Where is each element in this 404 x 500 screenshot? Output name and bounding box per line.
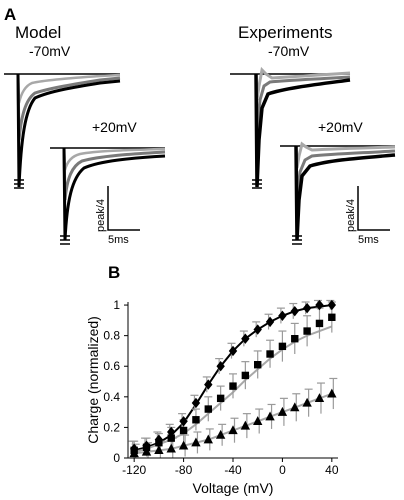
x-tick-label: 0 — [279, 463, 286, 477]
data-point-diamond — [290, 305, 299, 317]
data-point-square — [167, 434, 175, 442]
data-point-square — [204, 405, 212, 413]
model-vhold-high-label: +20mV — [92, 119, 137, 135]
data-point-triangle — [253, 416, 263, 425]
data-point-diamond — [191, 397, 201, 409]
exp-vhold-low-label: -70mV — [268, 43, 310, 59]
model-scale-y-label: peak/4 — [95, 199, 107, 232]
data-point-square — [303, 327, 311, 335]
data-point-square — [216, 394, 225, 403]
model-vhold-low-label: -70mV — [29, 43, 71, 59]
data-point-triangle — [203, 434, 213, 444]
data-point-square — [229, 382, 237, 390]
exp-scale-bar — [357, 186, 390, 231]
y-axis-label: Charge (normalized) — [85, 316, 101, 444]
data-point-triangle — [327, 388, 337, 398]
x-tick-label: -120 — [122, 463, 146, 477]
y-tick-label: 0.8 — [103, 329, 120, 343]
data-point-diamond — [265, 316, 275, 328]
data-point-square — [266, 350, 274, 358]
data-point-diamond — [167, 426, 176, 438]
data-point-square — [254, 361, 262, 369]
model-trace-low — [4, 73, 121, 189]
data-point-triangle — [228, 425, 238, 435]
data-point-diamond — [253, 324, 262, 335]
data-point-diamond — [327, 299, 337, 311]
exp-trace-low — [230, 66, 351, 189]
data-point-triangle — [277, 406, 288, 416]
data-point-triangle — [141, 446, 152, 456]
exp-scale-y-label: peak/4 — [345, 199, 357, 232]
exp-scale-x-label: 5ms — [358, 234, 379, 246]
data-point-triangle — [166, 443, 176, 453]
model-scale-bar — [107, 186, 140, 231]
y-tick-label: 0.2 — [103, 420, 120, 434]
data-point-diamond — [302, 302, 312, 314]
exp-vhold-high-label: +20mV — [318, 119, 363, 135]
data-point-diamond — [278, 310, 287, 321]
data-point-square — [155, 439, 163, 447]
data-point-square — [278, 342, 287, 351]
data-point-diamond — [241, 333, 250, 344]
data-point-diamond — [204, 379, 213, 390]
data-point-triangle — [129, 448, 139, 458]
data-point-triangle — [290, 402, 300, 412]
model-title: Model — [15, 23, 61, 42]
x-tick-label: -80 — [175, 463, 193, 477]
fit-curve-3 — [134, 392, 333, 455]
data-point-triangle — [265, 411, 275, 421]
y-tick-label: 0.4 — [103, 390, 120, 404]
data-point-square — [179, 426, 188, 435]
model-scale-x-label: 5ms — [108, 234, 129, 246]
panel-b-label: B — [108, 263, 120, 282]
data-point-triangle — [314, 393, 325, 403]
data-point-triangle — [215, 429, 226, 439]
data-point-triangle — [240, 420, 251, 430]
error-bars — [128, 299, 338, 458]
plot-axes: -120 -80 -40 0 40 0 0.2 0.4 0.6 0.8 1 — [103, 298, 339, 477]
data-point-square — [192, 416, 200, 424]
x-tick-label: 40 — [325, 463, 339, 477]
data-point-diamond — [315, 299, 324, 311]
data-point-triangle — [191, 437, 201, 447]
exp-trace-high — [280, 141, 396, 245]
data-point-diamond — [216, 361, 225, 372]
panel-a-label: A — [4, 5, 16, 24]
data-point-diamond — [179, 416, 188, 427]
data-point-square — [291, 335, 299, 343]
model-trace-high — [50, 147, 166, 245]
charge-voltage-plot: -120 -80 -40 0 40 0 0.2 0.4 0.6 0.8 1 — [103, 298, 339, 477]
experiments-title: Experiments — [238, 23, 332, 42]
x-tick-label: -40 — [224, 463, 242, 477]
data-markers — [129, 299, 337, 458]
data-point-square — [241, 371, 250, 380]
data-point-triangle — [178, 440, 189, 450]
data-point-triangle — [302, 397, 312, 407]
x-axis-label: Voltage (mV) — [193, 480, 274, 496]
y-tick-label: 0 — [113, 451, 120, 465]
data-point-square — [328, 313, 336, 321]
data-point-square — [315, 319, 324, 328]
y-tick-label: 0.6 — [103, 359, 120, 373]
y-tick-label: 1 — [113, 298, 120, 312]
data-point-diamond — [228, 345, 238, 357]
data-point-triangle — [154, 445, 164, 455]
